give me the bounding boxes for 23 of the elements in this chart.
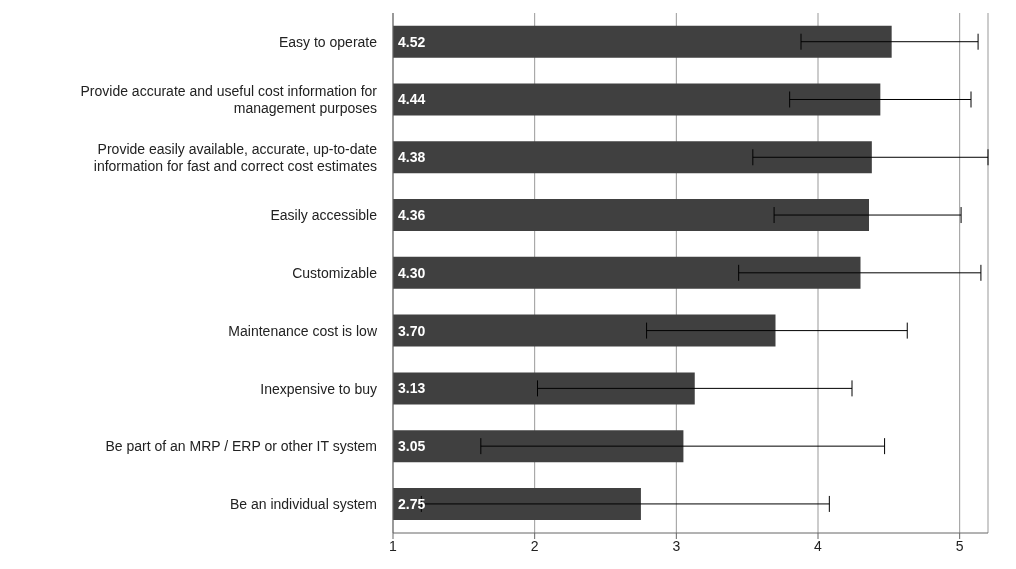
y-tick-label: Easy to operate	[278, 33, 378, 50]
x-tick-label: 2	[530, 537, 539, 554]
x-tick-label: 5	[955, 537, 964, 554]
data-label: 2.75	[398, 495, 426, 512]
data-label: 4.44	[398, 91, 426, 108]
data-label: 4.52	[398, 33, 426, 50]
y-tick-label: Easily accessible	[270, 207, 378, 224]
y-tick-label: Customizable	[292, 265, 378, 281]
y-tick-label: Maintenance cost is low	[228, 322, 378, 339]
data-label: 4.36	[398, 207, 426, 224]
data-label: 3.05	[398, 438, 426, 455]
data-label: 3.13	[398, 380, 426, 397]
y-tick-label: Provide accurate and useful cost information for management purposes	[80, 83, 378, 117]
x-tick-label: 1	[389, 537, 398, 554]
x-tick-label: 3	[672, 537, 681, 554]
data-label: 3.70	[398, 322, 426, 339]
y-tick-label: Provide easily available, accurate, up-to-date information for fast and correct cost estimates	[93, 140, 378, 174]
y-tick-label: Inexpensive to buy	[260, 380, 377, 397]
x-tick-label: 4	[814, 537, 823, 554]
y-tick-label: Be an individual system	[229, 496, 377, 513]
data-label: 4.30	[398, 264, 426, 281]
y-tick-label: Be part of an MRP / ERP or other IT system	[105, 438, 377, 455]
data-label: 4.38	[398, 149, 426, 166]
